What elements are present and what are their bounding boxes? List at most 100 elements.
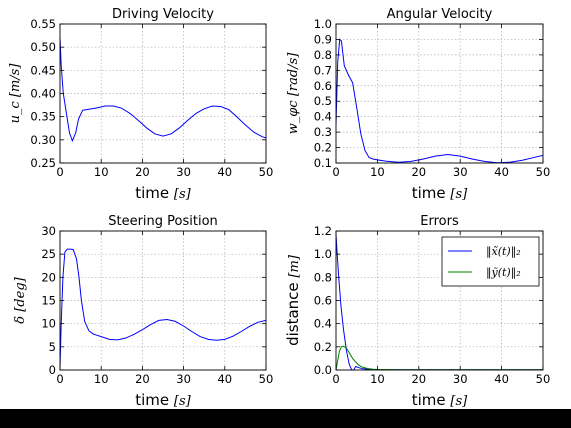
y-tick-label: 0.50 [30, 40, 56, 54]
y-tick-label: 20 [41, 270, 56, 284]
x-tick-label: 20 [411, 372, 426, 386]
plot-frame [335, 23, 544, 164]
y-axis-label-symbol: distance [284, 278, 302, 346]
x-axis-label: time [s] [135, 184, 191, 202]
x-tick-label: 30 [176, 372, 191, 386]
y-tick-label: 15 [41, 294, 56, 308]
chart-title: Angular Velocity [387, 7, 493, 22]
legend-label: ‖ỹ(t)‖₂ [486, 266, 521, 280]
y-tick-label: 0.25 [30, 156, 56, 170]
legend: ‖x̃(t)‖₂ ‖ỹ(t)‖₂ [441, 236, 540, 287]
y-tick-label: 0.4 [314, 317, 332, 331]
y-tick-label: 0.6 [314, 294, 332, 308]
x-tick-label: 30 [176, 165, 191, 179]
x-axis-label: time [s] [412, 391, 468, 409]
panel-errors: 0 10 20 30 40 50 0.0 0.2 0.4 0.6 0.8 1.0 1.2 Errors ti… [284, 214, 550, 409]
y-tick-label: 0 [49, 363, 56, 377]
x-tick-label: 10 [94, 165, 109, 179]
series-line-errors-1 [336, 345, 543, 370]
x-axis-label: time [s] [135, 391, 191, 409]
x-tick-label: 20 [135, 372, 150, 386]
y-tick-label: 0.45 [30, 63, 56, 77]
x-tick-label: 40 [494, 372, 509, 386]
y-tick-label: 25 [41, 247, 56, 261]
x-axis-label-unit: [s] [450, 394, 468, 409]
x-axis-label-unit: [s] [450, 187, 468, 202]
chart-title: Errors [420, 214, 459, 229]
y-tick-label: 10 [41, 317, 56, 331]
y-axis-label-unit: [m] [287, 254, 302, 277]
x-tick-label: 10 [370, 372, 385, 386]
x-tick-label: 30 [453, 165, 468, 179]
x-tick-label: 50 [536, 165, 551, 179]
figure-canvas: 0 10 20 30 40 500.250.300.350.400.450.500.55D… [8, 7, 550, 409]
y-tick-label: 0.8 [314, 270, 332, 284]
y-axis-label: δ [deg] [13, 276, 28, 323]
y-tick-label: 1.0 [314, 247, 332, 261]
x-tick-label: 50 [536, 372, 551, 386]
grid-lines [59, 23, 267, 164]
x-tick-label: 40 [217, 165, 232, 179]
y-axis-label-symbol: δ [13, 312, 28, 324]
x-axis-label-text: time [135, 391, 174, 409]
x-axis-label-text: time [135, 184, 174, 202]
x-axis-label-text: time [412, 391, 451, 409]
y-tick-label: 0.35 [30, 110, 56, 124]
x-axis-label-text: time [412, 184, 451, 202]
series-line-angular-0 [336, 38, 543, 163]
chart-title: Steering Position [108, 214, 218, 229]
x-tick-label: 10 [94, 372, 109, 386]
series-line-driving-0 [60, 37, 266, 143]
y-axis-label-symbol: w_φc [286, 96, 301, 134]
panel-driving: 0 10 20 30 40 50 0.25 0.30 0.35 0.40 0.45 0.50 0.55 D… [8, 7, 273, 202]
y-tick-label: 0.8 [314, 48, 332, 62]
y-tick-label: 0.1 [314, 156, 332, 170]
y-tick-label: 0.5 [314, 94, 332, 108]
x-tick-label: 0 [56, 372, 63, 386]
grid-lines [335, 23, 544, 164]
x-tick-label: 40 [494, 165, 509, 179]
x-axis-label-unit: [s] [174, 187, 192, 202]
y-axis-label-unit: [m/s] [8, 63, 23, 97]
y-axis-label: distance [m] [284, 254, 302, 346]
panel-steering: 0 10 20 30 40 50 0 5 10 15 20 25 30 Steering Position… [13, 214, 273, 409]
y-tick-label: 0.9 [314, 32, 332, 46]
legend-label: ‖x̃(t)‖₂ [486, 245, 521, 259]
y-tick-label: 0.40 [30, 87, 56, 101]
y-tick-label: 0.2 [314, 141, 332, 155]
y-tick-label: 0.6 [314, 79, 332, 93]
x-tick-label: 0 [332, 165, 339, 179]
x-tick-label: 10 [370, 165, 385, 179]
y-tick-label: 5 [49, 340, 56, 354]
panel-angular: 0 10 20 30 40 50 0.10.2 0.30.4 0.50.6 0.70.8 0.91.… [286, 7, 550, 202]
x-tick-label: 0 [332, 372, 339, 386]
y-tick-label: 1.0 [314, 17, 332, 31]
y-axis-label-unit: [deg] [13, 276, 28, 311]
y-axis-label: u_c [m/s] [8, 63, 23, 124]
y-axis-label: w_φc [rad/s] [286, 52, 301, 135]
y-tick-label: 0.55 [30, 17, 56, 31]
y-tick-label: 0.2 [314, 340, 332, 354]
x-axis-label: time [s] [412, 184, 468, 202]
x-tick-label: 20 [135, 165, 150, 179]
series-line-steering-0 [60, 248, 266, 368]
y-tick-label: 0.7 [314, 63, 332, 77]
x-axis-label-unit: [s] [174, 394, 192, 409]
chart-title: Driving Velocity [112, 7, 214, 22]
y-tick-label: 30 [41, 224, 56, 238]
y-tick-label: 0.30 [30, 133, 56, 147]
y-tick-label: 0.3 [314, 125, 332, 139]
legend-box [441, 236, 540, 287]
x-tick-label: 30 [453, 372, 468, 386]
y-tick-label: 0.4 [314, 110, 332, 124]
y-axis-label-unit: [rad/s] [286, 52, 301, 96]
y-axis-label-symbol: u_c [8, 97, 23, 123]
x-tick-label: 20 [411, 165, 426, 179]
x-tick-label: 40 [217, 372, 232, 386]
x-tick-label: 0 [56, 165, 63, 179]
y-tick-label: 1.2 [314, 224, 332, 238]
x-tick-label: 50 [259, 165, 274, 179]
x-tick-label: 50 [259, 372, 274, 386]
figure: 0 10 20 30 40 50 0.25 0.30 0.35 0.40 0.45 0.50 0.55 D… [0, 0, 571, 409]
y-tick-label: 0.0 [314, 363, 332, 377]
